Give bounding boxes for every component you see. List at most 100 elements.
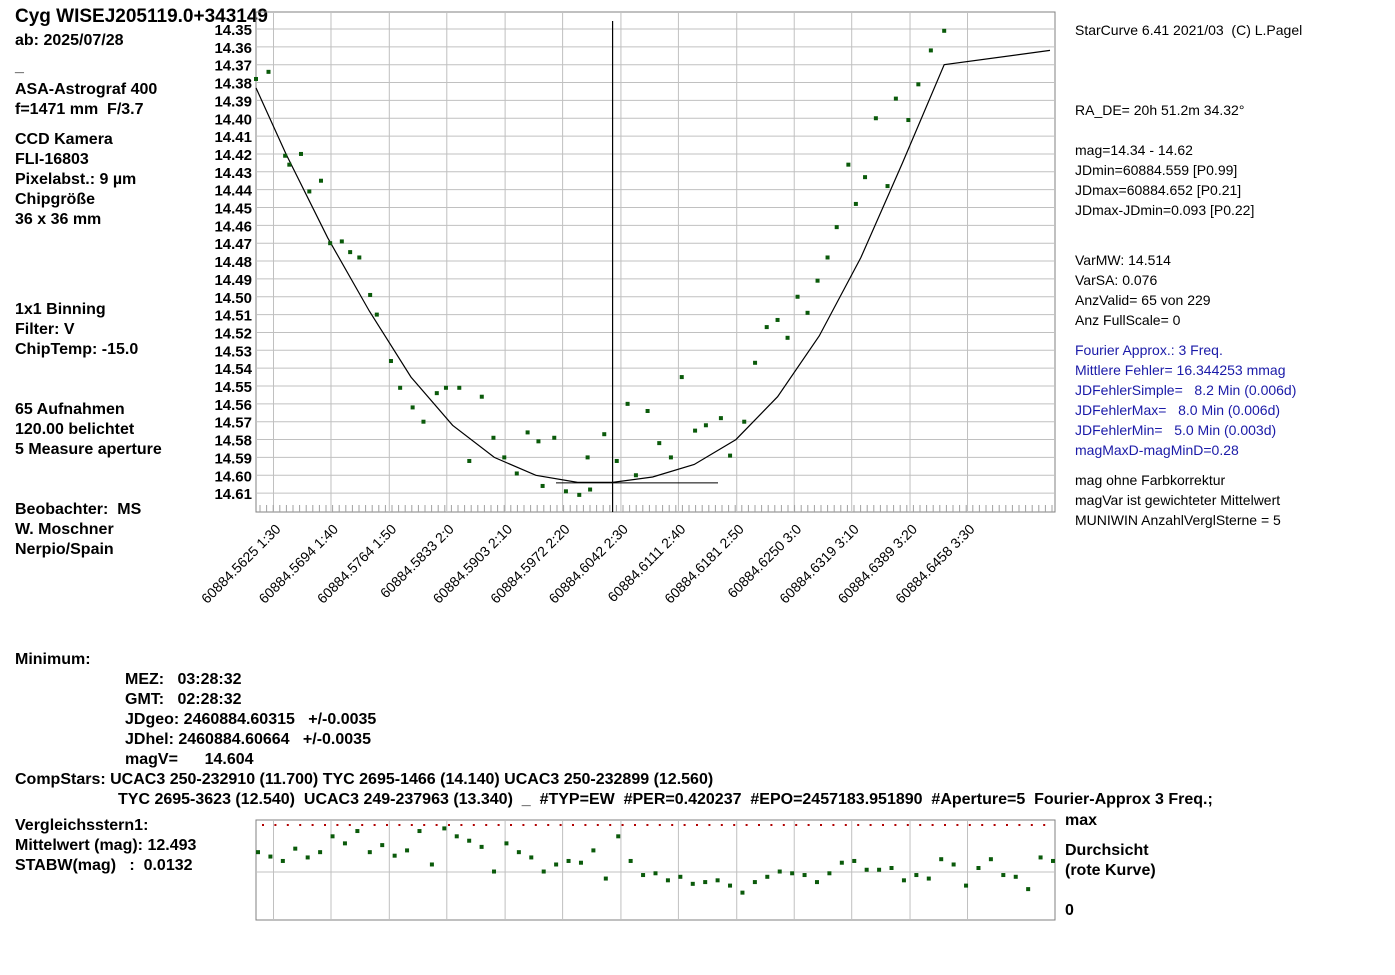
data-point xyxy=(885,184,890,189)
y-tick-label: 14.60 xyxy=(214,468,252,485)
comp-red-dot xyxy=(274,824,277,826)
jdfehler-min-text: JDFehlerMin= 5.0 Min (0.003d) xyxy=(1075,422,1277,438)
comp-red-dot xyxy=(398,824,401,826)
mag-range-text: mag=14.34 - 14.62 xyxy=(1075,142,1193,158)
y-tick-label: 14.35 xyxy=(214,22,252,39)
comp-data-point xyxy=(814,880,819,885)
data-point xyxy=(388,359,393,364)
jdmin-text: JDmin=60884.559 [P0.99] xyxy=(1075,162,1238,178)
vergleich-heading: Vergleichsstern1: xyxy=(15,817,149,834)
comp-data-point xyxy=(293,846,298,851)
comp-data-point xyxy=(566,858,571,863)
comp-red-dot xyxy=(609,824,612,826)
comp-data-point xyxy=(330,834,335,839)
comp-data-point xyxy=(839,860,844,865)
vergleich-mittel: Mittelwert (mag): 12.493 xyxy=(15,837,197,854)
comp-durchsicht-label: Durchsicht xyxy=(1065,842,1149,859)
jdfehler-max-text: JDFehlerMax= 8.0 Min (0.006d) xyxy=(1075,402,1281,418)
comp-data-point xyxy=(554,862,559,867)
observer-label: Beobachter: MS xyxy=(15,501,142,518)
y-tick-label: 14.36 xyxy=(214,40,252,57)
data-point xyxy=(602,432,607,437)
data-point xyxy=(668,455,673,460)
anzvalid-text: AnzValid= 65 von 229 xyxy=(1075,292,1211,308)
data-point xyxy=(614,458,619,463)
note-color-text: mag ohne Farbkorrektur xyxy=(1075,472,1226,488)
minimum-jdhel: JDhel: 2460884.60664 +/-0.0035 xyxy=(125,731,371,748)
comp-red-dot xyxy=(770,824,773,826)
y-tick-label: 14.51 xyxy=(214,308,252,325)
comp-red-dot xyxy=(869,824,872,826)
y-tick-label: 14.49 xyxy=(214,272,252,289)
comp-red-dot xyxy=(820,824,822,826)
minimum-mez: MEZ: 03:28:32 xyxy=(125,671,242,688)
y-tick-label: 14.40 xyxy=(214,111,252,128)
comp-data-point xyxy=(417,829,422,834)
comp-red-dot xyxy=(733,824,736,826)
data-point xyxy=(795,294,800,299)
comp-red-dot xyxy=(547,824,550,826)
jddiff-text: JDmax-JDmin=0.093 [P0.22] xyxy=(1075,202,1255,218)
comp-red-dot xyxy=(634,824,636,826)
dash-label: _ xyxy=(15,58,24,75)
data-point xyxy=(785,335,790,340)
data-point xyxy=(657,441,662,446)
camera-label: CCD Kamera xyxy=(15,131,113,148)
comp-red-dot xyxy=(807,824,810,826)
comp-red-dot xyxy=(931,824,934,826)
data-point xyxy=(328,241,333,246)
data-point xyxy=(718,416,723,421)
comp-data-point xyxy=(280,858,285,863)
comp-red-dot xyxy=(968,824,971,826)
y-tick-label: 14.53 xyxy=(214,343,252,360)
comp-red-dot xyxy=(1043,824,1046,826)
data-point xyxy=(398,385,403,390)
comp-data-point xyxy=(852,858,857,863)
data-point xyxy=(368,292,373,297)
fourier-text: Fourier Approx.: 3 Freq. xyxy=(1075,342,1223,358)
minimum-gmt: GMT: 02:28:32 xyxy=(125,691,242,708)
data-point xyxy=(410,405,415,410)
comp-red-dot xyxy=(919,824,922,826)
comp-data-point xyxy=(1026,887,1031,892)
data-point xyxy=(588,487,593,492)
aperture-label: 5 Measure aperture xyxy=(15,441,162,458)
comp-red-dot xyxy=(993,824,996,826)
y-tick-label: 14.39 xyxy=(214,93,252,110)
comp-red-dot xyxy=(311,824,314,826)
comp-data-point xyxy=(988,857,993,862)
comp-red-dot xyxy=(534,824,537,826)
data-point xyxy=(502,455,507,460)
comp-red-dot xyxy=(522,824,525,826)
data-point xyxy=(693,428,698,433)
data-point xyxy=(434,391,439,396)
comp-data-point xyxy=(467,838,472,843)
comp-data-point xyxy=(429,862,434,867)
data-point xyxy=(318,178,323,183)
comp-red-dot xyxy=(658,824,661,826)
comp-data-point xyxy=(342,841,347,846)
comp-data-point xyxy=(367,850,372,855)
comp-red-dot xyxy=(336,824,339,826)
comp-data-point xyxy=(492,869,497,874)
y-tick-label: 14.38 xyxy=(214,76,252,93)
ra-de-text: RA_DE= 20h 51.2m 34.32° xyxy=(1075,102,1245,118)
comp-data-point xyxy=(939,857,944,862)
y-tick-label: 14.42 xyxy=(214,147,252,164)
comp-red-dot xyxy=(324,824,326,826)
comp-red-dot xyxy=(758,824,760,826)
data-point xyxy=(585,455,590,460)
minimum-heading: Minimum: xyxy=(15,651,91,668)
data-point xyxy=(633,473,638,478)
varsa-text: VarSA: 0.076 xyxy=(1075,272,1158,288)
comp-data-point xyxy=(479,844,484,849)
binning-label: 1x1 Binning xyxy=(15,301,106,318)
comp-red-dot xyxy=(373,824,376,826)
comp-data-point xyxy=(728,883,733,888)
comp-data-point xyxy=(641,873,646,878)
data-point xyxy=(815,278,820,283)
comp-max-label: max xyxy=(1065,812,1098,829)
data-point xyxy=(764,325,769,330)
comp-red-dot xyxy=(745,824,748,826)
